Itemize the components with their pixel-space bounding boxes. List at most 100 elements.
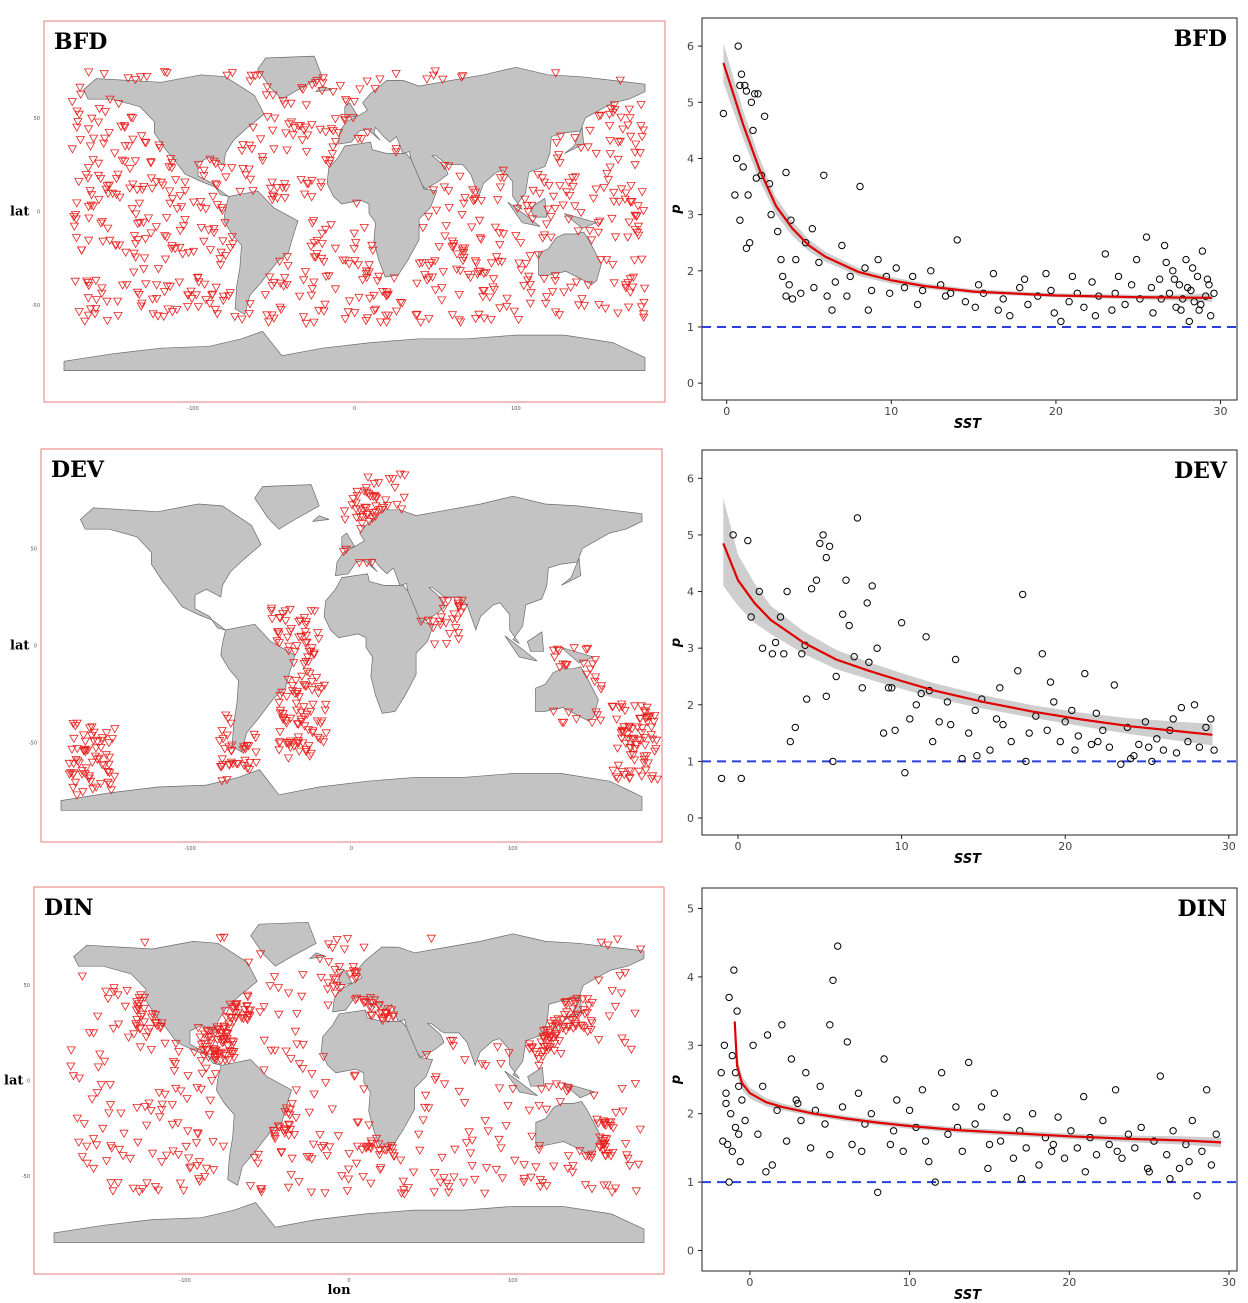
- sample-marker: [93, 159, 104, 169]
- sample-marker: [408, 1168, 419, 1177]
- sample-marker: [341, 545, 351, 555]
- sample-marker: [300, 722, 310, 731]
- sample-marker: [351, 499, 361, 508]
- data-point: [886, 289, 894, 297]
- sample-marker: [460, 244, 470, 253]
- x-tick-label: 0: [723, 405, 730, 418]
- land-shape: [529, 197, 547, 218]
- sample-marker: [199, 237, 209, 247]
- sample-marker: [349, 97, 359, 107]
- data-point: [1042, 269, 1050, 278]
- sample-marker: [525, 299, 536, 309]
- sample-marker: [457, 211, 467, 220]
- sample-marker: [548, 646, 559, 656]
- data-point: [810, 283, 818, 292]
- data-point: [1198, 1147, 1206, 1156]
- data-point: [797, 289, 805, 297]
- sample-marker: [458, 1178, 469, 1187]
- data-point: [725, 1178, 733, 1186]
- sample-marker: [374, 1151, 385, 1160]
- sample-marker: [151, 223, 161, 232]
- sample-marker: [313, 683, 324, 692]
- sample-marker: [109, 984, 119, 993]
- sample-marker: [194, 278, 204, 287]
- land-shape: [60, 769, 643, 811]
- sample-marker: [101, 751, 112, 760]
- sample-marker: [624, 218, 634, 227]
- sample-marker: [321, 128, 331, 137]
- sample-marker: [443, 1188, 454, 1197]
- sample-marker: [217, 777, 227, 786]
- sample-marker: [301, 745, 311, 755]
- data-point: [816, 1082, 824, 1091]
- sample-marker: [325, 157, 335, 166]
- sample-marker: [328, 88, 338, 97]
- data-point: [921, 1137, 930, 1145]
- sample-marker: [316, 1144, 327, 1153]
- sample-marker: [361, 1142, 372, 1152]
- data-point: [937, 1069, 946, 1077]
- sample-marker: [522, 202, 532, 211]
- data-point: [1163, 1151, 1171, 1159]
- sample-marker: [616, 989, 627, 998]
- sample-marker: [374, 272, 384, 282]
- sample-marker: [282, 693, 292, 702]
- data-point: [729, 531, 737, 539]
- sample-marker: [134, 290, 144, 300]
- data-point: [999, 720, 1007, 729]
- sample-marker: [339, 114, 350, 123]
- sample-marker: [68, 783, 78, 793]
- sample-marker: [567, 174, 578, 183]
- data-point: [1081, 1168, 1090, 1176]
- sample-marker: [205, 246, 216, 255]
- sample-marker: [338, 548, 349, 557]
- sample-marker: [382, 1143, 393, 1152]
- data-point: [1080, 303, 1088, 311]
- sample-marker: [527, 1132, 537, 1141]
- sample-marker: [435, 621, 446, 630]
- sample-marker: [430, 257, 440, 266]
- sample-marker: [93, 118, 104, 127]
- sample-marker: [592, 1115, 602, 1125]
- sample-marker: [377, 288, 388, 297]
- sample-marker: [424, 261, 434, 271]
- data-point: [798, 650, 806, 658]
- sample-marker: [504, 1049, 514, 1058]
- sample-marker: [201, 1026, 212, 1035]
- sample-marker: [442, 1179, 452, 1188]
- sample-marker: [215, 255, 225, 264]
- sample-marker: [123, 1033, 134, 1042]
- sample-marker: [83, 746, 93, 755]
- sample-marker: [513, 316, 524, 325]
- sample-marker: [113, 312, 123, 321]
- sample-marker: [441, 222, 451, 231]
- sample-marker: [344, 1150, 354, 1159]
- sample-marker: [646, 775, 657, 784]
- sample-marker: [388, 1011, 399, 1020]
- sample-marker: [152, 295, 162, 304]
- data-point: [1169, 267, 1177, 275]
- sample-marker: [177, 250, 188, 259]
- sample-marker: [551, 1080, 562, 1089]
- sample-marker: [368, 514, 378, 523]
- sample-marker: [550, 69, 561, 78]
- data-point: [1141, 718, 1150, 726]
- sample-marker: [636, 303, 647, 312]
- sample-marker: [301, 748, 311, 757]
- data-point: [1145, 1168, 1153, 1176]
- sample-marker: [421, 1051, 432, 1060]
- sample-marker: [414, 1130, 424, 1139]
- sample-marker: [359, 1085, 369, 1094]
- sample-marker: [315, 1131, 325, 1140]
- sample-marker: [613, 761, 624, 771]
- sample-marker: [198, 1046, 208, 1055]
- data-point: [1007, 737, 1015, 746]
- x-tick-label: 30: [1222, 840, 1236, 853]
- data-point: [1207, 715, 1215, 723]
- sample-marker: [217, 204, 227, 213]
- sample-marker: [164, 163, 174, 172]
- sample-marker: [374, 1002, 384, 1011]
- data-point: [884, 684, 893, 692]
- sample-marker: [494, 1084, 505, 1093]
- data-point: [829, 976, 837, 984]
